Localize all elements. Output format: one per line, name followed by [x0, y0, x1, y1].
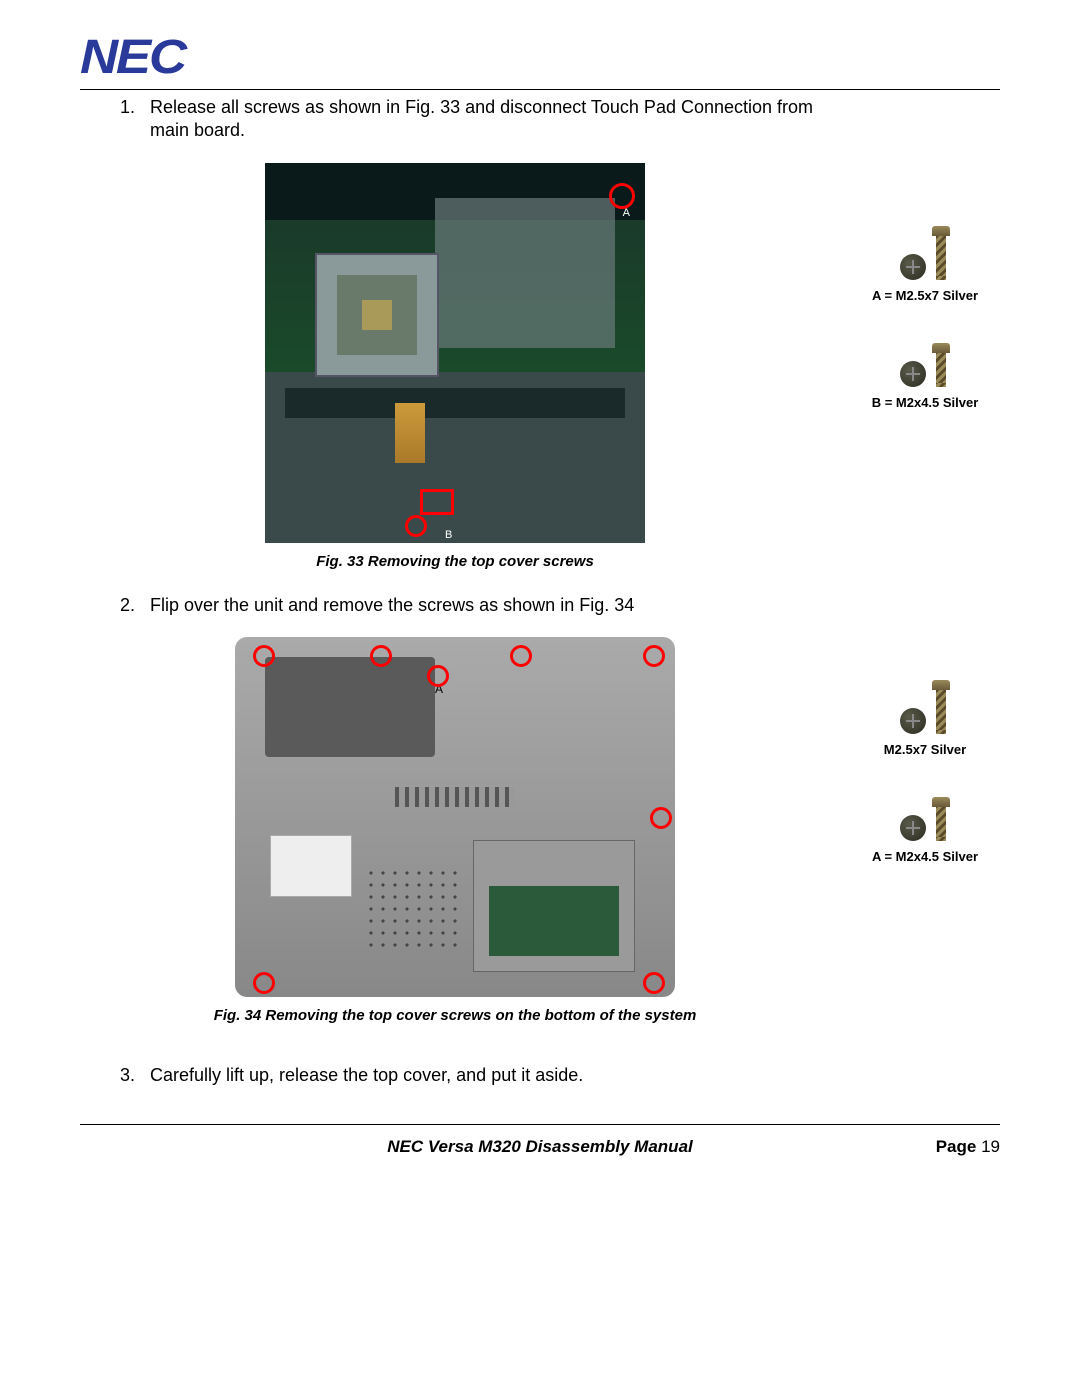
- fig34-screw-circle: [253, 972, 275, 994]
- screw-label: A = M2.5x7 Silver: [850, 288, 1000, 303]
- screw-legend-item: A = M2x4.5 Silver: [850, 797, 1000, 864]
- screw-label: A = M2x4.5 Silver: [850, 849, 1000, 864]
- screw-top-icon: [900, 361, 926, 387]
- fig34-battery-bay: [265, 657, 435, 757]
- screw-side-icon: [932, 680, 950, 734]
- step-1: Release all screws as shown in Fig. 33 a…: [140, 96, 830, 143]
- fig33-cpu-inner: [337, 275, 417, 355]
- fig33-shield: [435, 198, 615, 348]
- fig33-ribbon-cable: [395, 403, 425, 463]
- figure-33-image: A B: [265, 163, 645, 543]
- screw-side-icon: [932, 226, 950, 280]
- fig33-cpu-socket: [315, 253, 439, 377]
- content-area: Release all screws as shown in Fig. 33 a…: [80, 96, 1000, 1104]
- screw-icon-pair: [850, 226, 1000, 280]
- fig34-memory-pcb: [489, 886, 619, 956]
- screw-legend-item: B = M2x4.5 Silver: [850, 343, 1000, 410]
- fig34-screw-circle: [650, 807, 672, 829]
- screw-icon-pair: [850, 343, 1000, 387]
- fig33-marker-b-rect: [420, 489, 454, 515]
- legend-spacer: [850, 450, 1000, 680]
- fig34-sticker: [270, 835, 352, 897]
- fig34-screw-circle: [370, 645, 392, 667]
- screw-top-icon: [900, 254, 926, 280]
- step-list: Release all screws as shown in Fig. 33 a…: [80, 96, 830, 143]
- screw-legend-column: A = M2.5x7 Silver B = M2x4.5 Silver M2.5x…: [850, 96, 1000, 1104]
- footer-rule: [80, 1124, 1000, 1125]
- manual-page: NEC Release all screws as shown in Fig. …: [0, 0, 1080, 1197]
- fig34-screw-circle: [510, 645, 532, 667]
- screw-legend-group-1: A = M2.5x7 Silver B = M2x4.5 Silver: [850, 226, 1000, 410]
- footer-page: Page 19: [936, 1137, 1000, 1157]
- screw-label: M2.5x7 Silver: [850, 742, 1000, 757]
- fig34-memory-door: [473, 840, 635, 972]
- screw-side-icon: [932, 343, 950, 387]
- screw-legend-group-2: M2.5x7 Silver A = M2x4.5 Silver: [850, 680, 1000, 864]
- page-footer: NEC Versa M320 Disassembly Manual Page 1…: [80, 1133, 1000, 1177]
- figure-34-caption: Fig. 34 Removing the top cover screws on…: [80, 1007, 830, 1024]
- step-list-2: Flip over the unit and remove the screws…: [80, 594, 830, 617]
- fig33-marker-b-circle: [405, 515, 427, 537]
- step-2: Flip over the unit and remove the screws…: [140, 594, 830, 617]
- screw-side-icon: [932, 797, 950, 841]
- main-column: Release all screws as shown in Fig. 33 a…: [80, 96, 830, 1104]
- step-3: Carefully lift up, release the top cover…: [140, 1064, 830, 1087]
- fig33-marker-b-label: B: [445, 529, 452, 541]
- fig34-screw-circle: [643, 645, 665, 667]
- fig33-cpu-die: [362, 300, 392, 330]
- fig33-marker-a-circle: [609, 183, 635, 209]
- figure-34-image: A: [235, 637, 675, 997]
- fig33-marker-a-label: A: [623, 207, 630, 219]
- header-rule: [80, 89, 1000, 90]
- screw-top-icon: [900, 815, 926, 841]
- nec-logo: NEC: [80, 30, 1080, 85]
- screw-top-icon: [900, 708, 926, 734]
- fig34-screw-circle: [643, 972, 665, 994]
- screw-label: B = M2x4.5 Silver: [850, 395, 1000, 410]
- figure-34-block: A Fig. 34 Removing the top cover screws …: [80, 637, 830, 1024]
- screw-legend-item: M2.5x7 Silver: [850, 680, 1000, 757]
- screw-legend-item: A = M2.5x7 Silver: [850, 226, 1000, 303]
- footer-page-number: 19: [981, 1137, 1000, 1156]
- figure-33-caption: Fig. 33 Removing the top cover screws: [80, 553, 830, 570]
- footer-page-label: Page: [936, 1137, 981, 1156]
- footer-title: NEC Versa M320 Disassembly Manual: [387, 1137, 693, 1157]
- figure-33-block: A B Fig. 33 Removing the top cover screw…: [80, 163, 830, 570]
- step-list-3: Carefully lift up, release the top cover…: [80, 1064, 830, 1087]
- fig34-screw-circle: [253, 645, 275, 667]
- fig34-vents: [395, 787, 515, 807]
- fig33-dimm-slot: [285, 388, 625, 418]
- fig34-vent-dots: [365, 867, 465, 947]
- screw-icon-pair: [850, 797, 1000, 841]
- fig34-screw-circle: [427, 665, 449, 687]
- screw-icon-pair: [850, 680, 1000, 734]
